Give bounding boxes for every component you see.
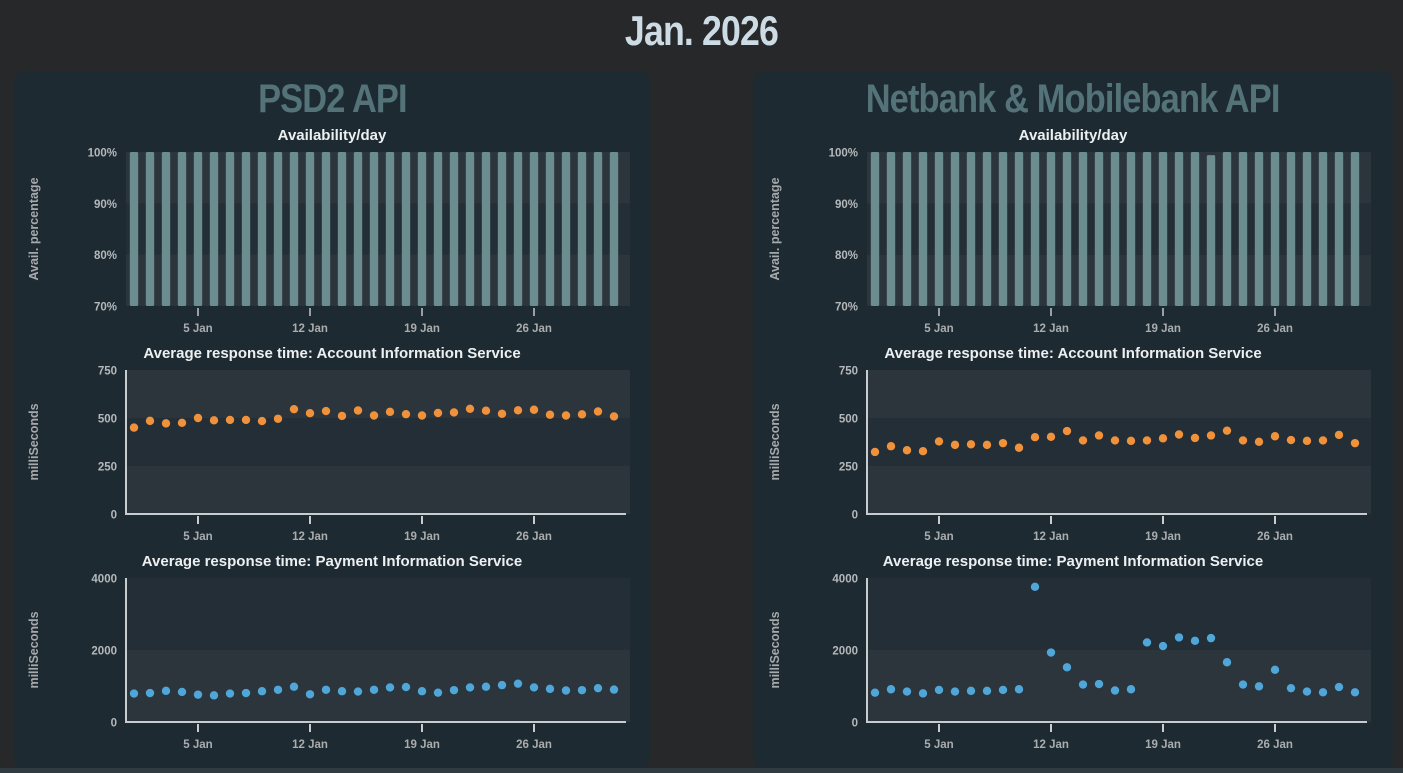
svg-text:Avail. percentage: Avail. percentage xyxy=(768,177,782,280)
svg-text:250: 250 xyxy=(98,462,117,474)
svg-text:5 Jan: 5 Jan xyxy=(183,323,212,335)
svg-text:12 Jan: 12 Jan xyxy=(1033,531,1069,543)
chart-title: Average response time: Account Informati… xyxy=(143,345,521,362)
svg-text:0: 0 xyxy=(852,718,858,730)
panel-psd2-api: PSD2 API Availability/day 70% 80% 90% 100% 5… xyxy=(14,72,650,768)
svg-text:90%: 90% xyxy=(835,199,858,211)
svg-text:12 Jan: 12 Jan xyxy=(1033,739,1069,751)
availability-plot: 70% 80% 90% 100% 5 Jan 12 Jan 19 Jan 26 Jan Avai… xyxy=(27,148,630,335)
response-time-ais-plot: 0 250 500 750 5 Jan 12 Jan 19 Jan 26 Jan milliSe… xyxy=(27,366,630,543)
svg-text:Avail. percentage: Avail. percentage xyxy=(27,177,41,280)
svg-text:19 Jan: 19 Jan xyxy=(1145,323,1181,335)
svg-text:26 Jan: 26 Jan xyxy=(516,739,552,751)
response-time-pis-chart: Average response time: Payment Informati… xyxy=(763,552,1383,758)
svg-text:milliSeconds: milliSeconds xyxy=(768,611,782,688)
svg-text:250: 250 xyxy=(839,462,858,474)
svg-text:12 Jan: 12 Jan xyxy=(292,739,328,751)
svg-text:12 Jan: 12 Jan xyxy=(292,323,328,335)
svg-text:70%: 70% xyxy=(835,302,858,314)
svg-text:milliSeconds: milliSeconds xyxy=(27,611,41,688)
chart-title: Average response time: Payment Informati… xyxy=(882,553,1264,570)
svg-text:500: 500 xyxy=(98,414,117,426)
response-time-pis-chart: Average response time: Payment Informati… xyxy=(22,552,642,758)
svg-text:26 Jan: 26 Jan xyxy=(1257,323,1293,335)
svg-text:19 Jan: 19 Jan xyxy=(404,531,440,543)
svg-text:26 Jan: 26 Jan xyxy=(1257,531,1293,543)
svg-text:12 Jan: 12 Jan xyxy=(292,531,328,543)
svg-text:100%: 100% xyxy=(829,148,858,160)
response-time-pis-plot: 0 2000 4000 5 Jan 12 Jan 19 Jan 26 Jan milliSec… xyxy=(768,574,1371,751)
svg-text:70%: 70% xyxy=(94,302,117,314)
svg-text:2000: 2000 xyxy=(91,646,117,658)
chart-title: Average response time: Account Informati… xyxy=(884,345,1262,362)
svg-text:milliSeconds: milliSeconds xyxy=(27,403,41,480)
bottom-edge-strip xyxy=(0,768,1403,773)
svg-text:26 Jan: 26 Jan xyxy=(516,323,552,335)
chart-title: Availability/day xyxy=(277,127,387,144)
svg-text:26 Jan: 26 Jan xyxy=(1257,739,1293,751)
availability-chart: Availability/day 70% 80% 90% 100% 5 Jan 12 Ja… xyxy=(763,126,1383,342)
svg-text:80%: 80% xyxy=(94,250,117,262)
svg-text:19 Jan: 19 Jan xyxy=(404,739,440,751)
svg-text:0: 0 xyxy=(111,718,117,730)
svg-text:5 Jan: 5 Jan xyxy=(183,739,212,751)
response-time-ais-chart: Average response time: Account Informati… xyxy=(763,344,1383,550)
svg-text:500: 500 xyxy=(839,414,858,426)
response-time-pis-plot: 0 2000 4000 5 Jan 12 Jan 19 Jan 26 Jan milliSec… xyxy=(27,574,630,751)
availability-chart: Availability/day 70% 80% 90% 100% 5 Jan 12 Ja… xyxy=(22,126,642,342)
svg-text:100%: 100% xyxy=(88,148,117,160)
svg-text:5 Jan: 5 Jan xyxy=(924,531,953,543)
chart-title: Availability/day xyxy=(1018,127,1128,144)
svg-text:90%: 90% xyxy=(94,199,117,211)
svg-text:5 Jan: 5 Jan xyxy=(183,531,212,543)
svg-text:26 Jan: 26 Jan xyxy=(516,531,552,543)
panel-title: Netbank & Mobilebank API xyxy=(866,77,1281,121)
svg-text:19 Jan: 19 Jan xyxy=(404,323,440,335)
response-time-ais-plot: 0 250 500 750 5 Jan 12 Jan 19 Jan 26 Jan milliSe… xyxy=(768,366,1371,543)
svg-text:80%: 80% xyxy=(835,250,858,262)
svg-text:19 Jan: 19 Jan xyxy=(1145,531,1181,543)
response-time-ais-chart: Average response time: Account Informati… xyxy=(22,344,642,550)
svg-text:4000: 4000 xyxy=(91,574,117,586)
svg-text:19 Jan: 19 Jan xyxy=(1145,739,1181,751)
page-title: Jan. 2026 xyxy=(624,7,779,54)
svg-text:5 Jan: 5 Jan xyxy=(924,323,953,335)
svg-text:4000: 4000 xyxy=(832,574,858,586)
svg-text:0: 0 xyxy=(111,510,117,522)
panel-title: PSD2 API xyxy=(257,77,407,121)
svg-text:0: 0 xyxy=(852,510,858,522)
availability-plot: 70% 80% 90% 100% 5 Jan 12 Jan 19 Jan 26 Jan Avai… xyxy=(768,148,1371,335)
svg-text:750: 750 xyxy=(98,366,117,378)
svg-text:milliSeconds: milliSeconds xyxy=(768,403,782,480)
svg-text:2000: 2000 xyxy=(832,646,858,658)
svg-text:5 Jan: 5 Jan xyxy=(924,739,953,751)
svg-text:750: 750 xyxy=(839,366,858,378)
panel-netbank-mobilebank-api: Netbank & Mobilebank API Availability/da… xyxy=(753,72,1393,768)
chart-title: Average response time: Payment Informati… xyxy=(141,553,523,570)
svg-text:12 Jan: 12 Jan xyxy=(1033,323,1069,335)
